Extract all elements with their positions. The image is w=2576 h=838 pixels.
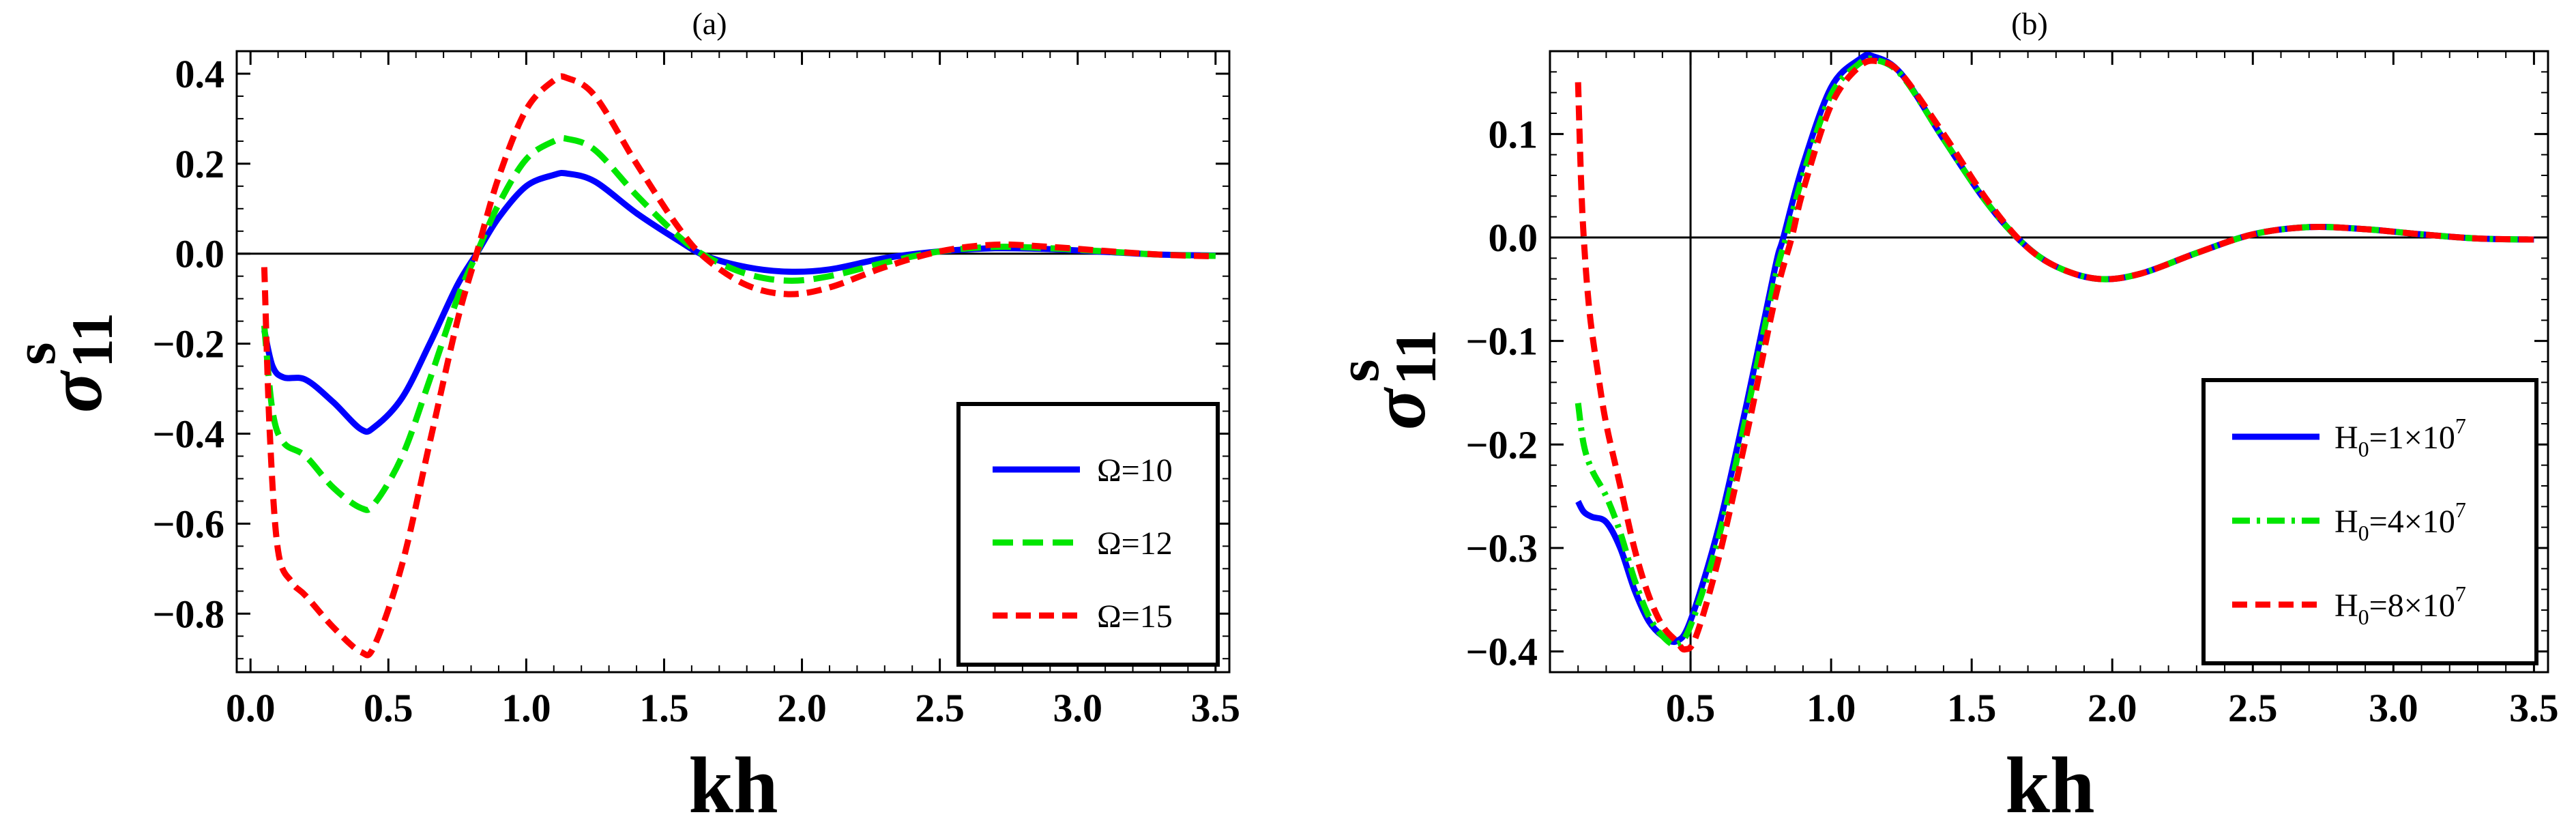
panel-b-x-axis-label: kh xyxy=(2005,740,2094,830)
y-tick-label: 0.0 xyxy=(175,232,225,276)
x-tick-label: 0.5 xyxy=(364,686,413,730)
x-tick-label: 2.5 xyxy=(2228,686,2278,730)
panel-a-y-label-subscript: 11 xyxy=(59,313,125,368)
panel-a-legend: Ω=10 Ω=12 Ω=15 xyxy=(956,402,1220,667)
y-tick-label: −0.4 xyxy=(1465,630,1538,674)
panel-b-y-label-subscript: 11 xyxy=(1383,330,1448,385)
panel-a: (a) 0.0 0.5 1.0 1.5 2.0 2.5 3.0 3.5 0.4 0.2 0.0 −0.… xyxy=(2,6,1240,830)
panel-b-y-label-superscript: s xyxy=(1326,360,1391,382)
panel-a-y-label-symbol: σ xyxy=(33,370,118,413)
series-curve xyxy=(261,169,1216,435)
x-tick-label: 1.5 xyxy=(639,686,689,730)
x-tick-label: 1.5 xyxy=(1947,686,1997,730)
legend-label-omega-15: Ω=15 xyxy=(1097,598,1173,635)
panel-a-legend-box xyxy=(956,402,1220,667)
y-tick-label: 0.4 xyxy=(175,52,225,96)
x-tick-label: 3.5 xyxy=(2509,686,2559,730)
panel-b-legend: H0=1×107 H0=4×107 H0=8×107 xyxy=(2201,378,2538,665)
legend-label-omega-12: Ω=12 xyxy=(1097,525,1173,562)
x-tick-label: 3.0 xyxy=(2369,686,2418,730)
panel-b-label: (b) xyxy=(2011,6,2048,41)
y-tick-label: −0.8 xyxy=(152,592,224,636)
y-tick-label: 0.1 xyxy=(1489,112,1538,156)
panel-b: (b) 0.5 1.0 1.5 2.0 2.5 3.0 3.5 0.1 0.0 −0.1 −0.2 −… xyxy=(1326,6,2559,830)
x-tick-label: 2.0 xyxy=(2088,686,2137,730)
panel-a-y-axis-label: σ 11 s xyxy=(2,313,125,413)
y-tick-label: −0.6 xyxy=(152,502,224,546)
x-tick-label: 1.0 xyxy=(501,686,551,730)
panel-a-curves xyxy=(237,73,1229,659)
panel-a-plot-frame xyxy=(235,50,1231,674)
legend-label-h0-4e7: H0=4×107 xyxy=(2334,497,2466,545)
panel-b-y-label-symbol: σ xyxy=(1357,387,1441,430)
panel-a-ticks: 0.0 0.5 1.0 1.5 2.0 2.5 3.0 3.5 0.4 0.2 0.0 −0.2 −0.… xyxy=(152,50,1241,730)
x-tick-label: 0.0 xyxy=(226,686,276,730)
y-tick-label: −0.2 xyxy=(1465,422,1538,467)
y-tick-label: 0.2 xyxy=(175,142,225,186)
legend-label-h0-8e7: H0=8×107 xyxy=(2334,581,2466,629)
panel-b-ticks: 0.5 1.0 1.5 2.0 2.5 3.0 3.5 0.1 0.0 −0.1 −0.2 −0.3 −… xyxy=(1465,50,2559,730)
panel-a-y-label-superscript: s xyxy=(2,343,68,365)
panel-b-y-axis-label: σ 11 s xyxy=(1326,330,1448,430)
legend-label-omega-10: Ω=10 xyxy=(1097,452,1173,489)
series-curve xyxy=(1575,57,2534,653)
y-tick-label: −0.3 xyxy=(1465,526,1538,570)
x-tick-label: 0.5 xyxy=(1666,686,1716,730)
panel-a-label: (a) xyxy=(692,6,727,41)
panel-b-curves xyxy=(1550,51,2548,672)
y-tick-label: 0.0 xyxy=(1489,216,1538,260)
x-tick-label: 3.0 xyxy=(1053,686,1102,730)
x-tick-label: 2.0 xyxy=(777,686,827,730)
x-tick-label: 1.0 xyxy=(1806,686,1856,730)
panel-a-x-axis-label: kh xyxy=(688,740,778,830)
y-tick-label: −0.1 xyxy=(1465,319,1538,364)
series-curve xyxy=(1575,55,2534,648)
x-tick-label: 2.5 xyxy=(915,686,965,730)
y-tick-label: −0.2 xyxy=(152,322,224,366)
legend-label-h0-1e7: H0=1×107 xyxy=(2334,414,2466,461)
x-tick-label: 3.5 xyxy=(1191,686,1241,730)
y-tick-label: −0.4 xyxy=(152,412,224,457)
series-curve xyxy=(261,73,1216,659)
